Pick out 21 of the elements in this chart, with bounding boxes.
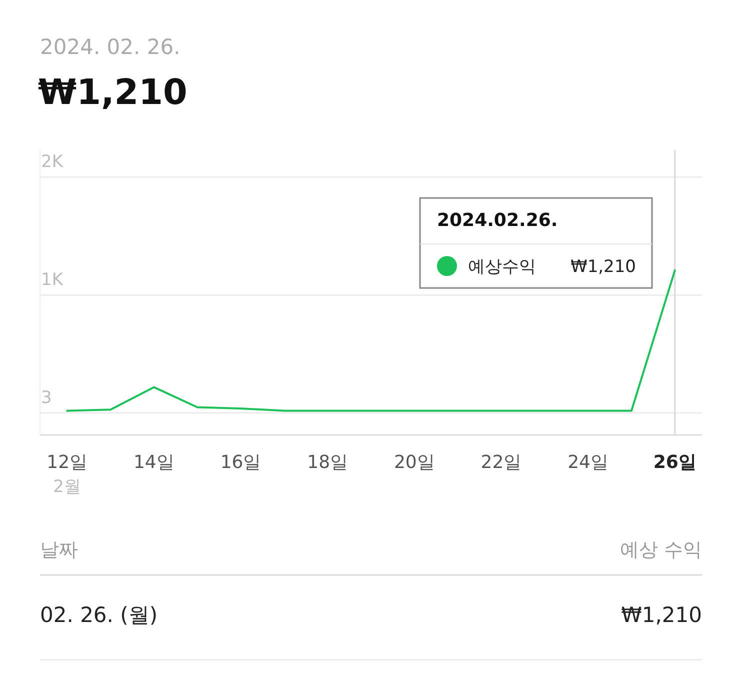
chart-title: ₩1,210 bbox=[38, 73, 188, 113]
x-tick-label: 16일 bbox=[220, 452, 262, 473]
text: ₩1,210 bbox=[621, 603, 702, 627]
text: 날짜 bbox=[40, 539, 78, 561]
y-tick-label: 2K bbox=[41, 152, 64, 172]
x-tick-label: 22일 bbox=[480, 452, 522, 473]
text: 예상 수익 bbox=[620, 539, 702, 561]
x-tick-label: 12일 bbox=[46, 452, 88, 473]
x-tick-label: 24일 bbox=[568, 452, 608, 473]
annotation: ₩1,210 bbox=[570, 257, 636, 277]
y-tick-label: 1K bbox=[41, 270, 64, 290]
text: 02. 26. (월) bbox=[40, 603, 158, 627]
x-tick-label: 18일 bbox=[307, 452, 348, 473]
chart-subtitle: 2024. 02. 26. bbox=[40, 35, 180, 59]
text: 2월 bbox=[53, 477, 81, 497]
x-tick-label: 20일 bbox=[394, 452, 435, 473]
legend-label: 예상수익 bbox=[468, 257, 536, 277]
x-tick-label: 26일 bbox=[653, 452, 696, 473]
annotation: 2024.02.26. bbox=[437, 210, 558, 231]
x-tick-label: 14일 bbox=[134, 452, 174, 473]
y-tick-label: 3 bbox=[41, 388, 52, 408]
